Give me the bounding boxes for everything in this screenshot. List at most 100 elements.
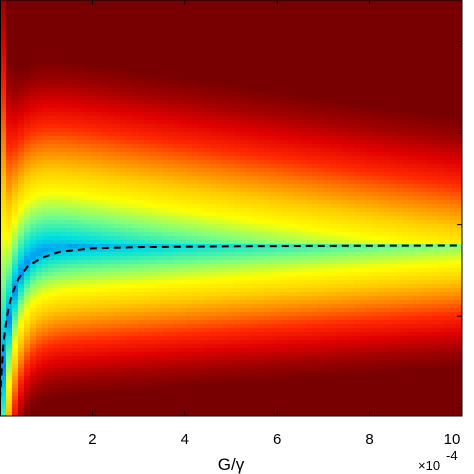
- heatmap-cell: [78, 116, 85, 121]
- heatmap-cell: [336, 232, 343, 237]
- heatmap-cell: [108, 128, 115, 133]
- heatmap-cell: [192, 32, 199, 37]
- heatmap-cell: [66, 164, 73, 169]
- heatmap-cell: [168, 156, 175, 161]
- heatmap-cell: [366, 24, 373, 29]
- heatmap-cell: [204, 244, 211, 249]
- heatmap-cell: [456, 52, 462, 57]
- heatmap-cell: [204, 176, 211, 181]
- heatmap-cell: [276, 124, 283, 129]
- heatmap-cell: [60, 4, 67, 9]
- heatmap-cell: [450, 48, 457, 53]
- heatmap-cell: [150, 200, 157, 205]
- heatmap-cell: [108, 200, 115, 205]
- heatmap-cell: [408, 132, 415, 137]
- heatmap-cell: [150, 188, 157, 193]
- heatmap-cell: [336, 20, 343, 25]
- heatmap-cell: [90, 256, 97, 261]
- heatmap-cell: [216, 4, 223, 9]
- heatmap-cell: [342, 80, 349, 85]
- heatmap-cell: [228, 144, 235, 149]
- heatmap-cell: [288, 28, 295, 33]
- heatmap-cell: [312, 244, 319, 249]
- heatmap-cell: [414, 192, 421, 197]
- heatmap-cell: [324, 128, 331, 133]
- heatmap-cell: [150, 28, 157, 33]
- heatmap-cell: [264, 148, 271, 153]
- heatmap-cell: [270, 120, 277, 125]
- heatmap-cell: [438, 16, 445, 21]
- heatmap-cell: [156, 148, 163, 153]
- heatmap-cell: [162, 36, 169, 41]
- heatmap-cell: [72, 24, 79, 29]
- heatmap-cell: [246, 16, 253, 21]
- heatmap-cell: [0, 40, 7, 45]
- heatmap-cell: [360, 220, 367, 225]
- heatmap-cell: [318, 200, 325, 205]
- heatmap-cell: [78, 160, 85, 165]
- heatmap-cell: [384, 112, 391, 117]
- heatmap-cell: [24, 40, 31, 45]
- heatmap-cell: [444, 220, 451, 225]
- heatmap-cell: [144, 200, 151, 205]
- heatmap-cell: [252, 108, 259, 113]
- heatmap-cell: [96, 224, 103, 229]
- heatmap-cell: [108, 188, 115, 193]
- heatmap-cell: [192, 124, 199, 129]
- heatmap-cell: [12, 92, 19, 97]
- heatmap-cell: [96, 192, 103, 197]
- heatmap-cell: [42, 120, 49, 125]
- heatmap-cell: [78, 216, 85, 221]
- heatmap-cell: [24, 144, 31, 149]
- heatmap-cell: [78, 12, 85, 17]
- heatmap-cell: [438, 216, 445, 221]
- heatmap-cell: [156, 76, 163, 81]
- heatmap-cell: [162, 240, 169, 245]
- heatmap-cell: [174, 72, 181, 77]
- heatmap-cell: [36, 148, 43, 153]
- heatmap-cell: [54, 116, 61, 121]
- heatmap-cell: [264, 196, 271, 201]
- heatmap-cell: [0, 132, 7, 137]
- heatmap-cell: [60, 12, 67, 17]
- heatmap-cell: [72, 116, 79, 121]
- heatmap-cell: [264, 56, 271, 61]
- heatmap-cell: [318, 168, 325, 173]
- heatmap-cell: [78, 72, 85, 77]
- heatmap-cell: [426, 164, 433, 169]
- heatmap-cell: [432, 144, 439, 149]
- heatmap-cell: [222, 56, 229, 61]
- heatmap-cell: [192, 164, 199, 169]
- heatmap-cell: [108, 204, 115, 209]
- heatmap-cell: [432, 96, 439, 101]
- heatmap-cell: [78, 120, 85, 125]
- heatmap-cell: [24, 56, 31, 61]
- heatmap-cell: [90, 232, 97, 237]
- heatmap-cell: [180, 172, 187, 177]
- heatmap-cell: [294, 24, 301, 29]
- heatmap-cell: [228, 24, 235, 29]
- heatmap-cell: [378, 20, 385, 25]
- heatmap-cell: [210, 236, 217, 241]
- heatmap-cell: [354, 168, 361, 173]
- heatmap-cell: [120, 244, 127, 249]
- heatmap-cell: [108, 224, 115, 229]
- heatmap-cell: [114, 40, 121, 45]
- heatmap-cell: [126, 128, 133, 133]
- heatmap-cell: [228, 148, 235, 153]
- heatmap-cell: [0, 140, 7, 145]
- heatmap-cell: [192, 244, 199, 249]
- heatmap-cell: [312, 8, 319, 13]
- heatmap-cell: [90, 240, 97, 245]
- heatmap-cell: [12, 216, 19, 221]
- heatmap-cell: [270, 60, 277, 65]
- heatmap-cell: [192, 160, 199, 165]
- heatmap-cell: [378, 136, 385, 141]
- heatmap-cell: [6, 176, 13, 181]
- heatmap-cell: [360, 92, 367, 97]
- heatmap-cell: [90, 208, 97, 213]
- heatmap-cell: [294, 184, 301, 189]
- heatmap-cell: [360, 76, 367, 81]
- heatmap-cell: [18, 132, 25, 137]
- heatmap-cell: [18, 176, 25, 181]
